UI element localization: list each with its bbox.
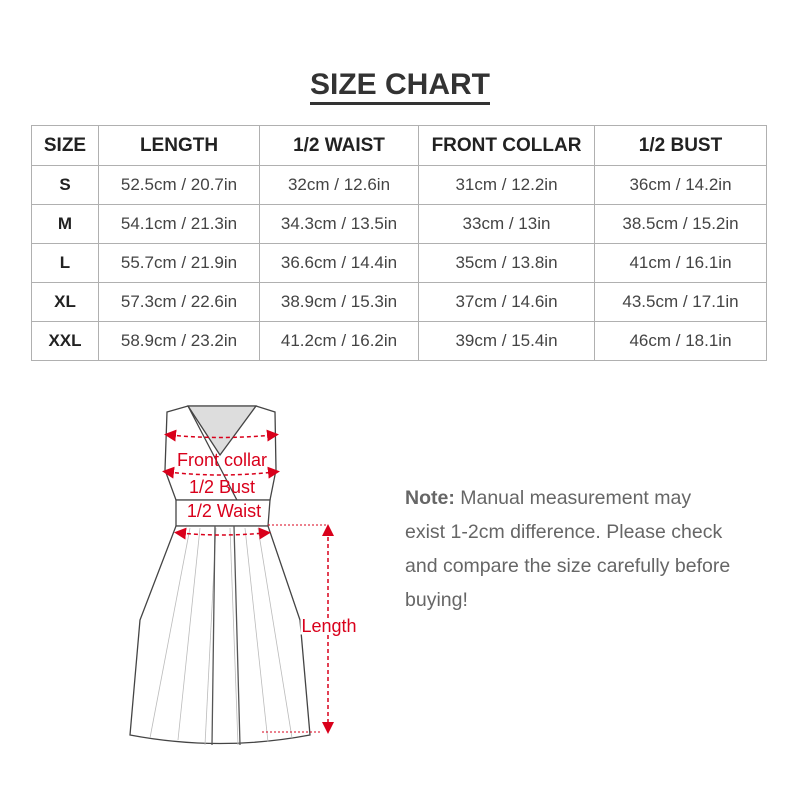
- note-text: Manual measurement may exist 1-2cm diffe…: [405, 487, 731, 611]
- length-label: Length: [301, 616, 356, 636]
- header-length: LENGTH: [98, 125, 260, 166]
- waist-cell: 32cm / 12.6in: [259, 165, 419, 205]
- measurement-note: Note: Manual measurement may exist 1-2cm…: [405, 481, 735, 617]
- bust-cell: 41cm / 16.1in: [594, 243, 767, 283]
- measure-lines: [162, 429, 334, 734]
- waist-cell: 38.9cm / 15.3in: [259, 282, 419, 322]
- size-cell: M: [31, 204, 99, 244]
- length-cell: 55.7cm / 21.9in: [98, 243, 260, 283]
- bust-label: 1/2 Bust: [189, 477, 255, 497]
- header-size: SIZE: [31, 125, 99, 166]
- table-row: XXL 58.9cm / 23.2in 41.2cm / 16.2in 39cm / …: [31, 321, 767, 361]
- table-header-row: SIZE LENGTH 1/2 WAIST FRONT COLLAR 1/2 B…: [31, 125, 767, 166]
- length-cell: 52.5cm / 20.7in: [98, 165, 260, 205]
- table-row: XL 57.3cm / 22.6in 38.9cm / 15.3in 37cm / 1…: [31, 282, 767, 322]
- bust-cell: 43.5cm / 17.1in: [594, 282, 767, 322]
- collar-cell: 33cm / 13in: [418, 204, 595, 244]
- collar-cell: 37cm / 14.6in: [418, 282, 595, 322]
- waist-cell: 41.2cm / 16.2in: [259, 321, 419, 361]
- collar-cell: 39cm / 15.4in: [418, 321, 595, 361]
- front-collar-label: Front collar: [177, 450, 267, 470]
- bust-cell: 46cm / 18.1in: [594, 321, 767, 361]
- note-label: Note:: [405, 487, 455, 509]
- collar-cell: 35cm / 13.8in: [418, 243, 595, 283]
- bust-cell: 36cm / 14.2in: [594, 165, 767, 205]
- header-bust: 1/2 BUST: [594, 125, 767, 166]
- length-cell: 58.9cm / 23.2in: [98, 321, 260, 361]
- size-chart-title: SIZE CHART: [0, 68, 800, 105]
- size-table: SIZE LENGTH 1/2 WAIST FRONT COLLAR 1/2 B…: [31, 125, 767, 361]
- header-waist: 1/2 WAIST: [259, 125, 419, 166]
- length-cell: 54.1cm / 21.3in: [98, 204, 260, 244]
- length-cell: 57.3cm / 22.6in: [98, 282, 260, 322]
- waist-label: 1/2 Waist: [187, 501, 261, 521]
- bust-cell: 38.5cm / 15.2in: [594, 204, 767, 244]
- size-cell: XXL: [31, 321, 99, 361]
- size-cell: L: [31, 243, 99, 283]
